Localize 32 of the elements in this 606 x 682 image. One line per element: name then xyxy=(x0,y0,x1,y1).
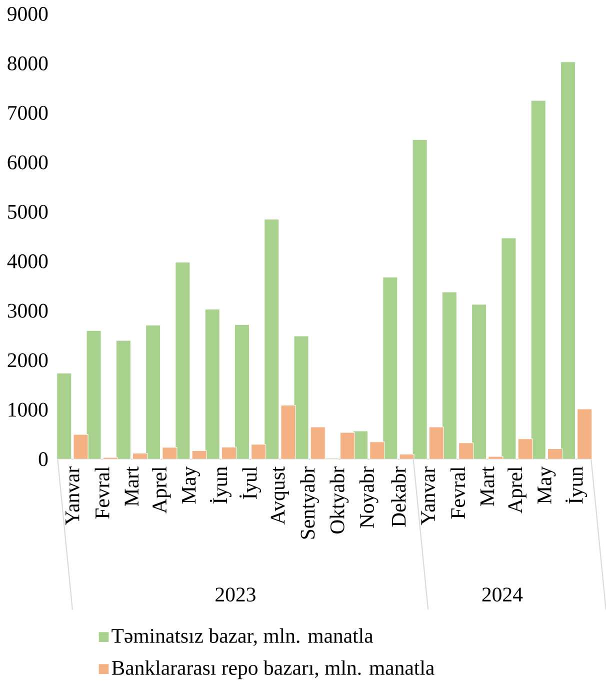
x-tick-label: Aprel xyxy=(507,466,526,514)
y-tick-label: 9000 xyxy=(7,6,48,21)
text: 2024 xyxy=(482,588,522,602)
x-tick-label: İyun xyxy=(210,466,232,504)
legend-label: Təminatsız bazar, mln. manatla xyxy=(111,628,373,646)
x-tick-label: Avqust xyxy=(270,466,289,525)
y-tick-label: 5000 xyxy=(8,204,48,219)
y-tick-label: 4000 xyxy=(7,254,48,268)
y-tick-label: 1000 xyxy=(8,402,48,417)
y-tick-label: 2000 xyxy=(8,353,48,368)
y-tick-label: 8000 xyxy=(7,56,48,70)
y-tick-label: 6000 xyxy=(8,155,48,170)
y-tick-label: 7000 xyxy=(8,106,48,120)
x-tick-label: Fevral xyxy=(94,466,110,519)
x-tick-label: Aprel xyxy=(152,466,171,514)
legend-label: Banklararası repo bazarı, mln. manatla xyxy=(112,660,434,680)
x-tick-label: Mart xyxy=(124,466,138,506)
x-tick-label: İyul xyxy=(239,466,261,499)
x-tick-label: May xyxy=(537,466,556,504)
x-tick-label: Oktyabr xyxy=(330,466,348,534)
x-tick-label: Sentyabr xyxy=(300,466,319,539)
x-tick-label: İyun xyxy=(565,466,587,504)
x-tick-label: Yanvar xyxy=(421,466,435,526)
x-tick-label: Noyabr xyxy=(359,466,378,528)
x-tick-label: Mart xyxy=(480,466,494,506)
y-tick-label: 3000 xyxy=(8,304,48,318)
x-tick-label: Yanvar xyxy=(65,466,80,526)
text: 2023 xyxy=(215,588,256,602)
y-tick-label: 0 xyxy=(38,452,48,466)
x-tick-label: May xyxy=(182,466,200,504)
x-tick-label: Dekabr xyxy=(390,466,406,527)
x-tick-label: Fevral xyxy=(450,466,465,519)
